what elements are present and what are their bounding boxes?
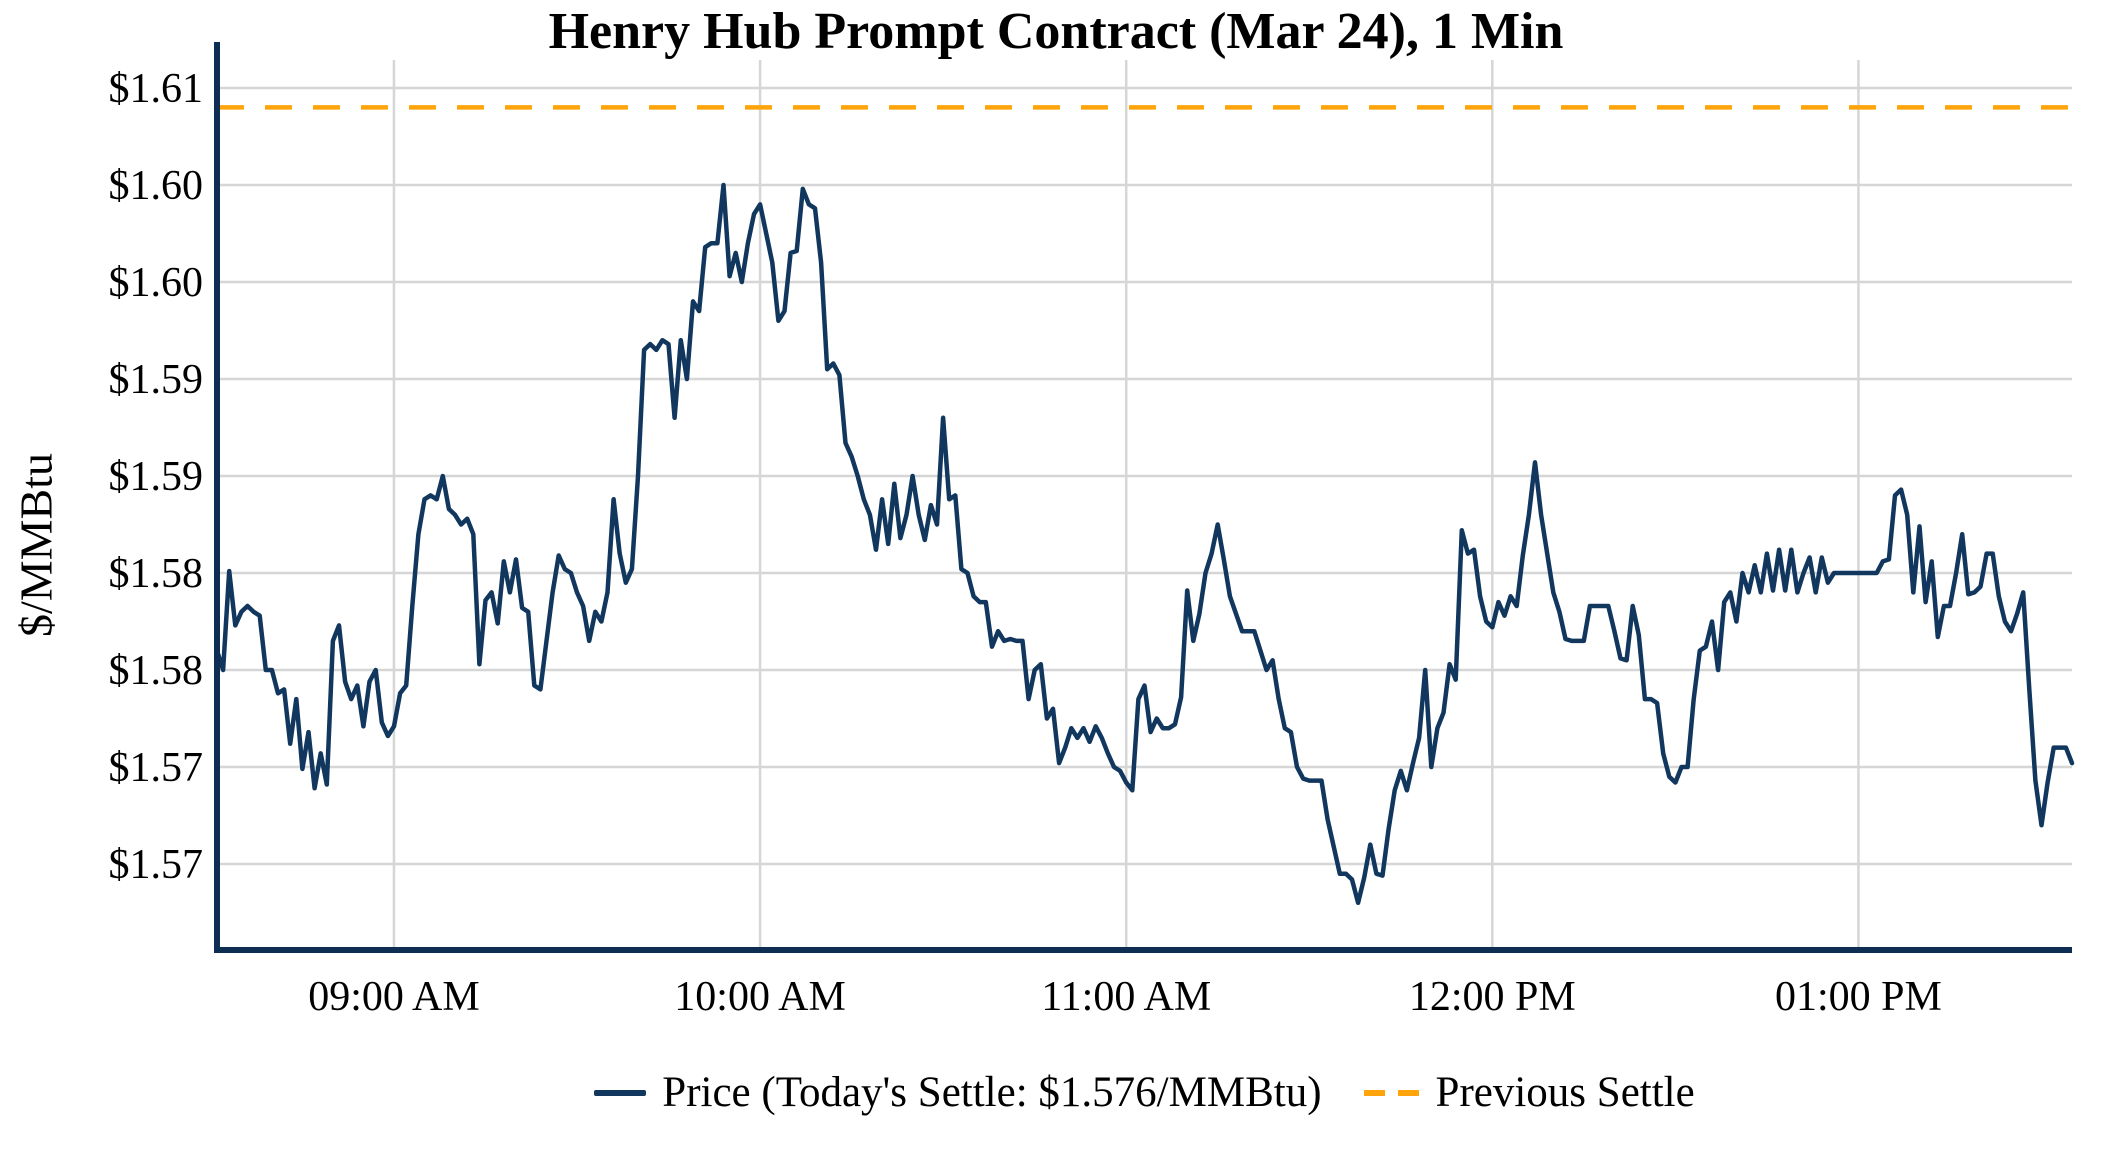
svg-text:11:00 AM: 11:00 AM [1041, 974, 1211, 1020]
svg-text:$1.58: $1.58 [109, 551, 204, 597]
chart-title: Henry Hub Prompt Contract (Mar 24), 1 Mi… [548, 3, 1564, 60]
y-tick-labels: $1.61 $1.60 $1.60 $1.59 $1.59 $1.58 $1.58 $1.57… [109, 66, 204, 888]
svg-text:$1.57: $1.57 [109, 745, 204, 791]
previous-settle-legend-swatch-icon [1363, 1089, 1420, 1096]
svg-text:$1.60: $1.60 [109, 163, 204, 209]
h-gridlines [217, 86, 2072, 866]
price-line [214, 182, 2075, 906]
x-tick-labels: 09:00 AM 10:00 AM 11:00 AM 12:00 PM 01:00 PM [308, 974, 1942, 1020]
legend: Price (Today's Settle: $1.576/MMBtu) Pre… [217, 1068, 2072, 1117]
axes [214, 42, 2072, 953]
svg-text:12:00 PM: 12:00 PM [1409, 974, 1576, 1020]
svg-text:$1.60: $1.60 [109, 260, 204, 306]
svg-text:09:00 AM: 09:00 AM [308, 974, 480, 1020]
svg-text:$1.61: $1.61 [109, 66, 204, 112]
svg-text:10:00 AM: 10:00 AM [674, 974, 846, 1020]
price-legend-swatch-icon [594, 1089, 647, 1096]
price-legend-label: Price (Today's Settle: $1.576/MMBtu) [662, 1069, 1322, 1116]
svg-text:$1.58: $1.58 [109, 648, 204, 694]
svg-text:$1.59: $1.59 [109, 357, 204, 403]
svg-text:$1.59: $1.59 [109, 454, 204, 500]
svg-text:01:00 PM: 01:00 PM [1775, 974, 1942, 1020]
previous-settle-legend-label: Previous Settle [1435, 1069, 1695, 1116]
svg-text:$1.57: $1.57 [109, 842, 204, 888]
